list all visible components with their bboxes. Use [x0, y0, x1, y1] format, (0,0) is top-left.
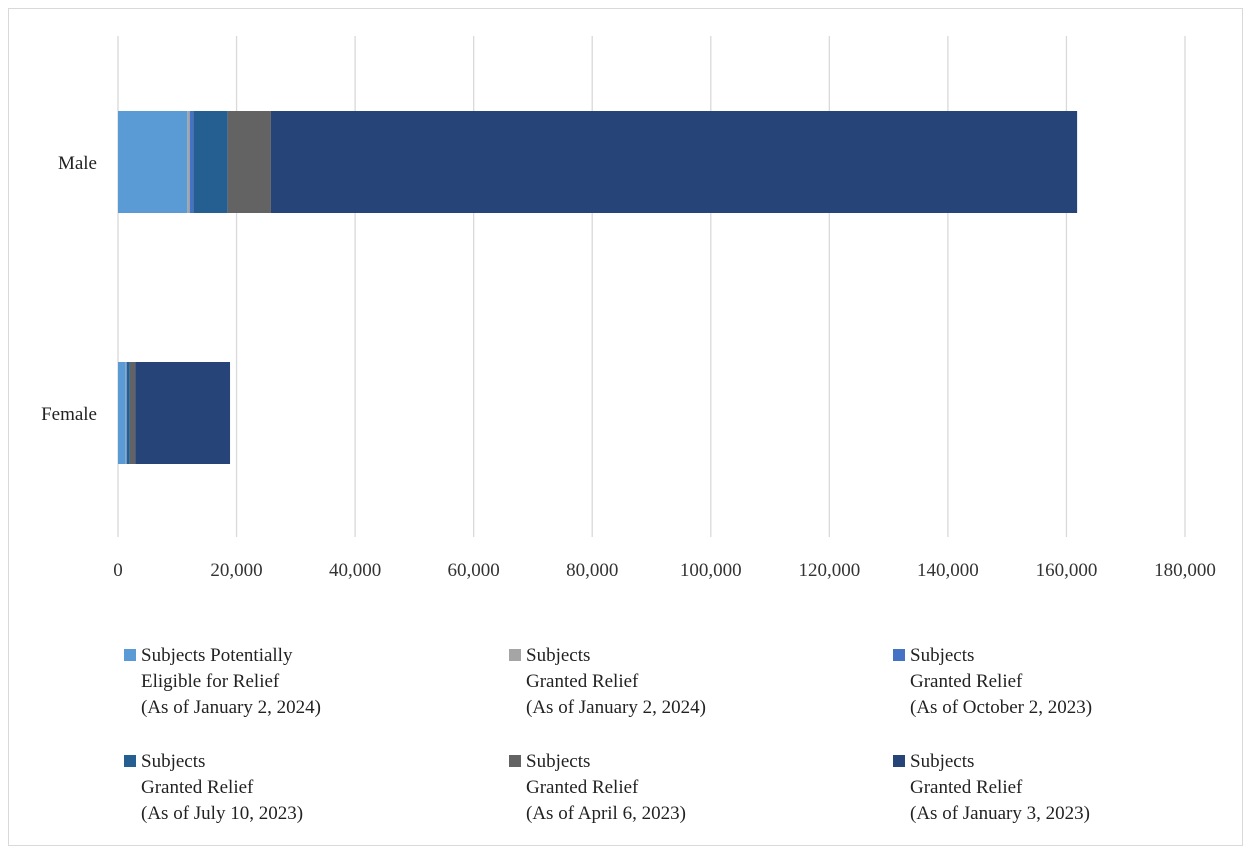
x-axis-tick-labels: 0 20,000 40,000 60,000 80,000 100,000 120,000 1…: [113, 560, 1216, 581]
bar-segment-male-series-5: [227, 111, 271, 213]
bar-segment-male-series-3: [189, 111, 194, 213]
x-tick-label: 180,000: [1154, 560, 1216, 581]
bar-segment-female-series-1: [118, 362, 126, 464]
bar-segment-male-series-1: [118, 111, 188, 213]
bar-segment-female-series-5: [129, 362, 136, 464]
x-tick-label: 20,000: [210, 560, 262, 581]
x-tick-label: 160,000: [1036, 560, 1098, 581]
bar-segment-male-series-6: [270, 111, 1078, 213]
bar-segment-male-series-2: [187, 111, 190, 213]
x-tick-label: 120,000: [798, 560, 860, 581]
bar-segment-female-series-3: [126, 362, 127, 464]
x-tick-label: 60,000: [448, 560, 500, 581]
bar-segment-male-series-4: [193, 111, 228, 213]
x-tick-label: 0: [113, 560, 123, 581]
x-tick-label: 80,000: [566, 560, 618, 581]
y-axis-category-labels: Male Female: [41, 153, 97, 425]
bar-segment-female-series-6: [135, 362, 231, 464]
bar-segment-female-series-4: [126, 362, 130, 464]
category-label-male: Male: [58, 153, 97, 174]
bars: [118, 111, 1078, 464]
x-tick-label: 100,000: [680, 560, 742, 581]
x-tick-label: 140,000: [917, 560, 979, 581]
category-label-female: Female: [41, 404, 97, 425]
bar-segment-female-series-2: [125, 362, 127, 464]
x-tick-label: 40,000: [329, 560, 381, 581]
